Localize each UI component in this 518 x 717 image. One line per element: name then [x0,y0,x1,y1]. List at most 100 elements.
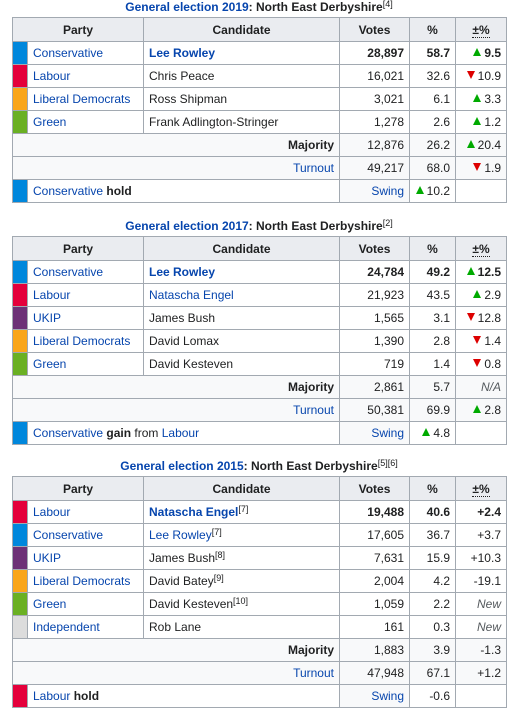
turnout-row: Turnout 47,948 67.1 +1.2 [12,661,507,685]
caption-link[interactable]: General election 2015 [120,459,244,473]
votes-cell: 3,021 [339,87,410,111]
candidate-link[interactable]: Lee Rowley [149,46,216,60]
table-caption: General election 2015: North East Derbys… [12,458,506,474]
party-link[interactable]: Conservative [33,426,104,440]
caption-link[interactable]: General election 2017 [125,219,249,233]
candidate-row: UKIP James Bush[8] 7,631 15.9 +10.3 [12,546,507,570]
change-value: -1.3 [480,643,501,657]
votes-cell: 1,278 [339,110,410,134]
percent-cell: 6.1 [409,87,456,111]
party-cell: UKIP [27,306,144,330]
party-link[interactable]: Liberal Democrats [33,574,131,588]
party-link[interactable]: UKIP [33,551,62,565]
swing-value-cell: -0.6 [409,684,456,708]
change-value: 10.9 [477,69,501,83]
change-arrow [466,140,475,148]
party-color [12,306,28,330]
swing-link[interactable]: Swing [371,184,404,198]
change-value: 1.4 [484,334,501,348]
party-cell: Independent [27,615,144,639]
swing-value-cell: 10.2 [409,179,456,203]
party-link[interactable]: Independent [33,620,100,634]
swing-link[interactable]: Swing [371,689,404,703]
result-cell: Labour hold [27,684,340,708]
turnout-link[interactable]: Turnout [293,161,334,175]
change-value: -19.1 [473,574,501,588]
turnout-link[interactable]: Turnout [293,403,334,417]
header-text: Candidate [212,481,271,496]
party-link[interactable]: Liberal Democrats [33,334,131,348]
percent-cell: 3.1 [409,306,456,330]
header-text: % [427,241,438,256]
party-link[interactable]: Green [33,597,67,611]
reference: [6] [387,458,398,468]
party-link[interactable]: Labour [33,505,71,519]
candidate-cell: David Kesteven [143,352,340,376]
candidate-cell: David Lomax [143,329,340,353]
results-table: Party Candidate Votes% ±% Conservative Lee Ro… [12,17,507,203]
candidate-cell: Natascha Engel [143,283,340,307]
party-cell: Conservative [27,41,144,65]
change-value: 12.5 [477,265,501,279]
party-link[interactable]: Green [33,357,67,371]
votes-cell: 19,488 [339,500,410,524]
result-row: Conservative hold Swing 10.2 [12,179,507,203]
party-link[interactable]: Conservative [33,46,104,60]
candidate-name: David Kesteven [149,357,234,371]
candidate-cell: David Batey[9] [143,569,340,593]
change-cell: 0.8 [455,352,507,376]
votes-cell: 12,876 [339,133,410,157]
candidate-link[interactable]: Lee Rowley [149,265,216,279]
turnout-link[interactable]: Turnout [293,666,334,680]
header-text: % [427,481,438,496]
caption-link[interactable]: General election 2019 [125,0,249,14]
party-cell: Labour [27,500,144,524]
header-cell: Candidate [143,17,340,42]
change-cell: 3.3 [455,87,507,111]
percent-cell: 2.2 [409,592,456,616]
party-link[interactable]: Green [33,115,67,129]
percent-cell: 43.5 [409,283,456,307]
empty-cell [455,684,507,708]
result-outcome: hold [106,184,132,198]
candidate-link[interactable]: Lee Rowley [149,528,212,542]
swing-label-cell: Swing [339,179,410,203]
swing-label-cell: Swing [339,421,410,445]
party-color [12,615,28,639]
party-link[interactable]: UKIP [33,311,62,325]
party-link[interactable]: Labour [33,689,71,703]
reference: [5] [377,458,388,468]
percent-cell: 68.0 [409,156,456,180]
party-link[interactable]: Conservative [33,184,104,198]
result-cell: Conservative gain from Labour [27,421,340,445]
candidate-row: Labour Natascha Engel[7] 19,488 40.6 +2.4 [12,500,507,524]
percent-cell: 32.6 [409,64,456,88]
votes-cell: 719 [339,352,410,376]
candidate-cell: Lee Rowley [143,260,340,284]
candidate-link[interactable]: Natascha Engel [149,288,234,302]
header-cell: Votes [339,17,410,42]
percent-cell: 1.4 [409,352,456,376]
party-link[interactable]: Labour [33,69,71,83]
party-color [12,87,28,111]
majority-label: Majority [287,380,334,394]
votes-cell: 1,565 [339,306,410,330]
candidate-cell: Frank Adlington-Stringer [143,110,340,134]
swing-link[interactable]: Swing [371,426,404,440]
party-link[interactable]: Conservative [33,528,104,542]
party-cell: Labour [27,283,144,307]
change-value: 1.9 [484,161,501,175]
party-link[interactable]: Conservative [33,265,104,279]
party-color [12,421,28,445]
votes-cell: 47,948 [339,661,410,685]
party-link[interactable]: Liberal Democrats [33,92,131,106]
party-color [12,260,28,284]
header-text: ±% [472,481,490,497]
party-link[interactable]: Labour [33,288,71,302]
change-cell: 1.2 [455,110,507,134]
candidate-link[interactable]: Natascha Engel [149,505,239,519]
votes-cell: 50,381 [339,398,410,422]
table-caption: General election 2019: North East Derbys… [12,0,506,14]
party-link[interactable]: Labour [161,426,200,440]
change-value: New [476,597,501,611]
